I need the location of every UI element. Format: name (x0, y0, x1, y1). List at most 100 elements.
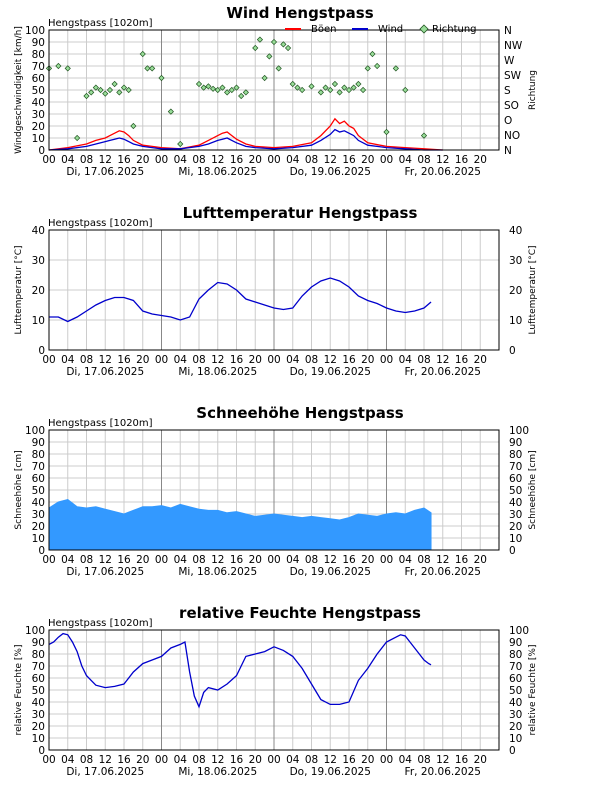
x-tick-label: 04 (286, 154, 300, 166)
x-tick-label: 12 (324, 754, 337, 766)
x-tick-label: 04 (174, 554, 188, 566)
x-tick-label: 12 (324, 354, 337, 366)
x-tick-label: 20 (136, 354, 149, 366)
y-tick-label: 80 (32, 49, 45, 61)
x-tick-label: 16 (342, 754, 356, 766)
y-tick-label-right: 70 (509, 461, 522, 473)
x-tick-label: 20 (361, 154, 374, 166)
direction-point (256, 36, 264, 43)
chart-title: relative Feuchte Hengstpass (179, 604, 421, 622)
direction-point (74, 134, 81, 142)
legend-label: Böen (311, 24, 336, 35)
y-tick-label: 0 (38, 345, 45, 357)
day-label: Do, 19.06.2025 (290, 166, 371, 178)
day-label: Mi, 18.06.2025 (178, 566, 257, 578)
direction-tick-label: NW (504, 40, 523, 52)
y-tick-label-right: 90 (509, 437, 522, 449)
day-label: Do, 19.06.2025 (290, 566, 371, 578)
y-tick-label: 60 (32, 473, 45, 485)
x-tick-label: 04 (61, 154, 75, 166)
y-tick-label: 10 (32, 733, 45, 745)
x-tick-label: 04 (61, 554, 75, 566)
y-tick-label: 100 (25, 625, 45, 637)
series-area (48, 499, 432, 551)
x-tick-label: 20 (474, 154, 487, 166)
y-tick-label-right: 10 (509, 533, 522, 545)
x-tick-label: 20 (474, 754, 487, 766)
y-tick-label: 30 (32, 509, 45, 521)
direction-point (331, 80, 339, 88)
day-label: Do, 19.06.2025 (290, 366, 371, 378)
plot-frame (48, 429, 500, 551)
x-tick-label: 16 (230, 554, 244, 566)
series-line (48, 632, 432, 709)
x-tick-label: 08 (417, 354, 430, 366)
series-line (49, 277, 432, 323)
x-tick-label: 04 (286, 354, 300, 366)
y-axis-title: Windgeschwindigkeit [km/h] (14, 26, 24, 154)
y-tick-label: 80 (32, 649, 45, 661)
direction-point (228, 86, 235, 94)
direction-tick-label: O (504, 115, 512, 127)
y-tick-label: 30 (32, 255, 45, 267)
y-tick-label-right: 90 (509, 637, 522, 649)
direction-point (97, 86, 104, 94)
x-tick-label: 08 (80, 754, 93, 766)
x-tick-label: 20 (361, 354, 374, 366)
x-tick-label: 00 (267, 554, 280, 566)
direction-point (322, 84, 329, 91)
direction-point (374, 62, 381, 70)
series-line (48, 128, 443, 151)
direction-point (284, 44, 292, 52)
direction-tick-label: SO (504, 100, 519, 112)
x-tick-label: 16 (117, 554, 131, 566)
y-axis-title-right: Lufttemperatur [°C] (528, 246, 538, 335)
direction-point (195, 80, 203, 88)
chart-3: Schneehöhe Hengstpass Hengstpass [1020m] 0… (14, 404, 538, 578)
direction-point (106, 86, 114, 94)
x-tick-label: 08 (305, 554, 318, 566)
y-tick-label-right: 50 (509, 685, 522, 697)
y-tick-label-right: 50 (509, 485, 522, 497)
y-tick-label-right: 40 (509, 697, 522, 709)
x-tick-label: 16 (455, 154, 469, 166)
chart-4: relative Feuchte Hengstpass Hengstpass [1… (14, 604, 538, 778)
x-tick-label: 00 (155, 354, 168, 366)
x-tick-label: 08 (192, 154, 205, 166)
x-tick-label: 04 (61, 754, 75, 766)
y-tick-label-right: 100 (509, 625, 529, 637)
x-tick-label: 12 (436, 754, 449, 766)
direction-point (205, 83, 212, 90)
x-tick-label: 12 (211, 554, 224, 566)
direction-point (261, 74, 268, 82)
x-tick-label: 04 (286, 754, 300, 766)
y-tick-label: 100 (25, 25, 45, 37)
y-tick-label: 30 (32, 109, 45, 121)
direction-tick-label: NO (504, 130, 520, 142)
chart-2: Lufttemperatur Hengstpass Hengstpass [102… (14, 204, 538, 378)
station-label: Hengstpass [1020m] (48, 18, 153, 29)
direction-point (167, 108, 174, 115)
y-tick-label-right: 80 (509, 449, 522, 461)
y-tick-label: 0 (38, 745, 45, 757)
x-tick-label: 00 (42, 354, 55, 366)
direction-point (144, 65, 151, 72)
y-tick-label-right: 100 (509, 425, 529, 437)
x-tick-label: 04 (174, 754, 188, 766)
y-tick-label: 40 (32, 697, 45, 709)
y-axis-title: relative Feuchte [%] (14, 645, 24, 736)
x-tick-label: 00 (380, 754, 393, 766)
direction-tick-label: S (504, 85, 511, 97)
chart-title: Wind Hengstpass (226, 4, 373, 22)
legend-label: Richtung (432, 24, 477, 35)
x-tick-label: 00 (380, 154, 393, 166)
day-label: Do, 19.06.2025 (290, 766, 371, 778)
day-label: Fr, 20.06.2025 (405, 766, 481, 778)
station-label: Hengstpass [1020m] (48, 618, 153, 629)
x-tick-label: 04 (399, 154, 413, 166)
direction-point (209, 85, 217, 92)
direction-point (92, 84, 99, 91)
chart-title: Schneehöhe Hengstpass (196, 404, 403, 422)
x-tick-label: 12 (436, 354, 449, 366)
